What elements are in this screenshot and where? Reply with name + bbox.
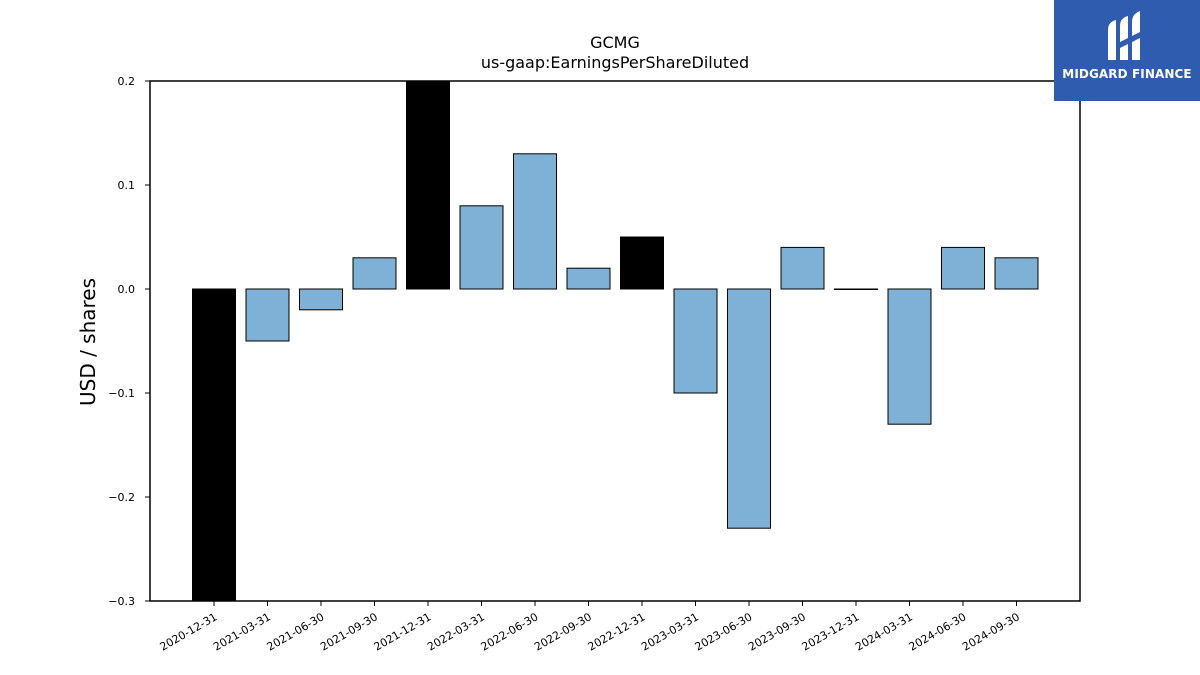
x-tick-label: 2024-09-30 bbox=[960, 610, 1022, 653]
x-tick-label: 2020-12-31 bbox=[158, 610, 220, 653]
bar-2021-06-30 bbox=[299, 288, 343, 311]
x-tick-label: 2021-06-30 bbox=[265, 610, 327, 653]
logo-text: MIDGARD FINANCE bbox=[1062, 67, 1192, 81]
plot-frame bbox=[149, 80, 1081, 602]
bar-2024-03-31 bbox=[887, 288, 932, 425]
x-tick-label: 2024-03-31 bbox=[853, 610, 915, 653]
y-tick-label: −0.2 bbox=[108, 491, 135, 504]
x-tick-label: 2022-06-30 bbox=[479, 610, 541, 653]
chart-subtitle: us-gaap:EarningsPerShareDiluted bbox=[481, 53, 749, 72]
midgard-finance-logo-icon bbox=[1108, 11, 1140, 60]
chart-title: GCMG bbox=[590, 33, 640, 52]
y-tick-label: 0.1 bbox=[118, 179, 136, 192]
bar-2021-09-30 bbox=[352, 257, 397, 290]
x-tick-label: 2021-12-31 bbox=[372, 610, 434, 653]
x-tick-label: 2023-03-31 bbox=[639, 610, 701, 653]
bars-layer bbox=[192, 80, 1039, 602]
bar-2022-03-31 bbox=[459, 205, 504, 290]
x-tick-label: 2023-06-30 bbox=[693, 610, 755, 653]
x-tick-label: 2023-12-31 bbox=[800, 610, 862, 653]
x-tick-label: 2022-12-31 bbox=[586, 610, 648, 653]
bar-2022-09-30 bbox=[566, 267, 611, 290]
y-tick-label: 0.2 bbox=[118, 75, 136, 88]
bar-2021-12-31 bbox=[406, 80, 450, 290]
bar-2022-12-31 bbox=[620, 236, 664, 290]
x-tick-label: 2022-09-30 bbox=[532, 610, 594, 653]
x-tick-label: 2021-03-31 bbox=[211, 610, 273, 653]
bar-2023-12-31 bbox=[834, 288, 878, 290]
x-tick-label: 2021-09-30 bbox=[318, 610, 380, 653]
bar-2022-06-30 bbox=[513, 153, 557, 290]
x-tick-label: 2024-06-30 bbox=[907, 610, 969, 653]
y-tick-label: −0.3 bbox=[108, 595, 135, 608]
bar-2020-12-31 bbox=[192, 288, 236, 602]
y-tick-label: −0.1 bbox=[108, 387, 135, 400]
bar-2023-03-31 bbox=[673, 288, 718, 394]
axes-layer: 2020-12-312021-03-312021-06-302021-09-30… bbox=[108, 75, 1081, 654]
bar-2023-09-30 bbox=[780, 246, 825, 290]
x-tick-label: 2023-09-30 bbox=[746, 610, 808, 653]
bar-2021-03-31 bbox=[245, 288, 290, 342]
y-axis-label: USD / shares bbox=[76, 278, 100, 406]
bar-2023-06-30 bbox=[727, 288, 771, 529]
bar-2024-06-30 bbox=[941, 246, 985, 290]
midgard-finance-logo: MIDGARD FINANCE bbox=[1054, 0, 1200, 101]
x-tick-label: 2022-03-31 bbox=[425, 610, 487, 653]
bar-2024-09-30 bbox=[994, 257, 1039, 290]
y-tick-label: 0.0 bbox=[118, 283, 136, 296]
